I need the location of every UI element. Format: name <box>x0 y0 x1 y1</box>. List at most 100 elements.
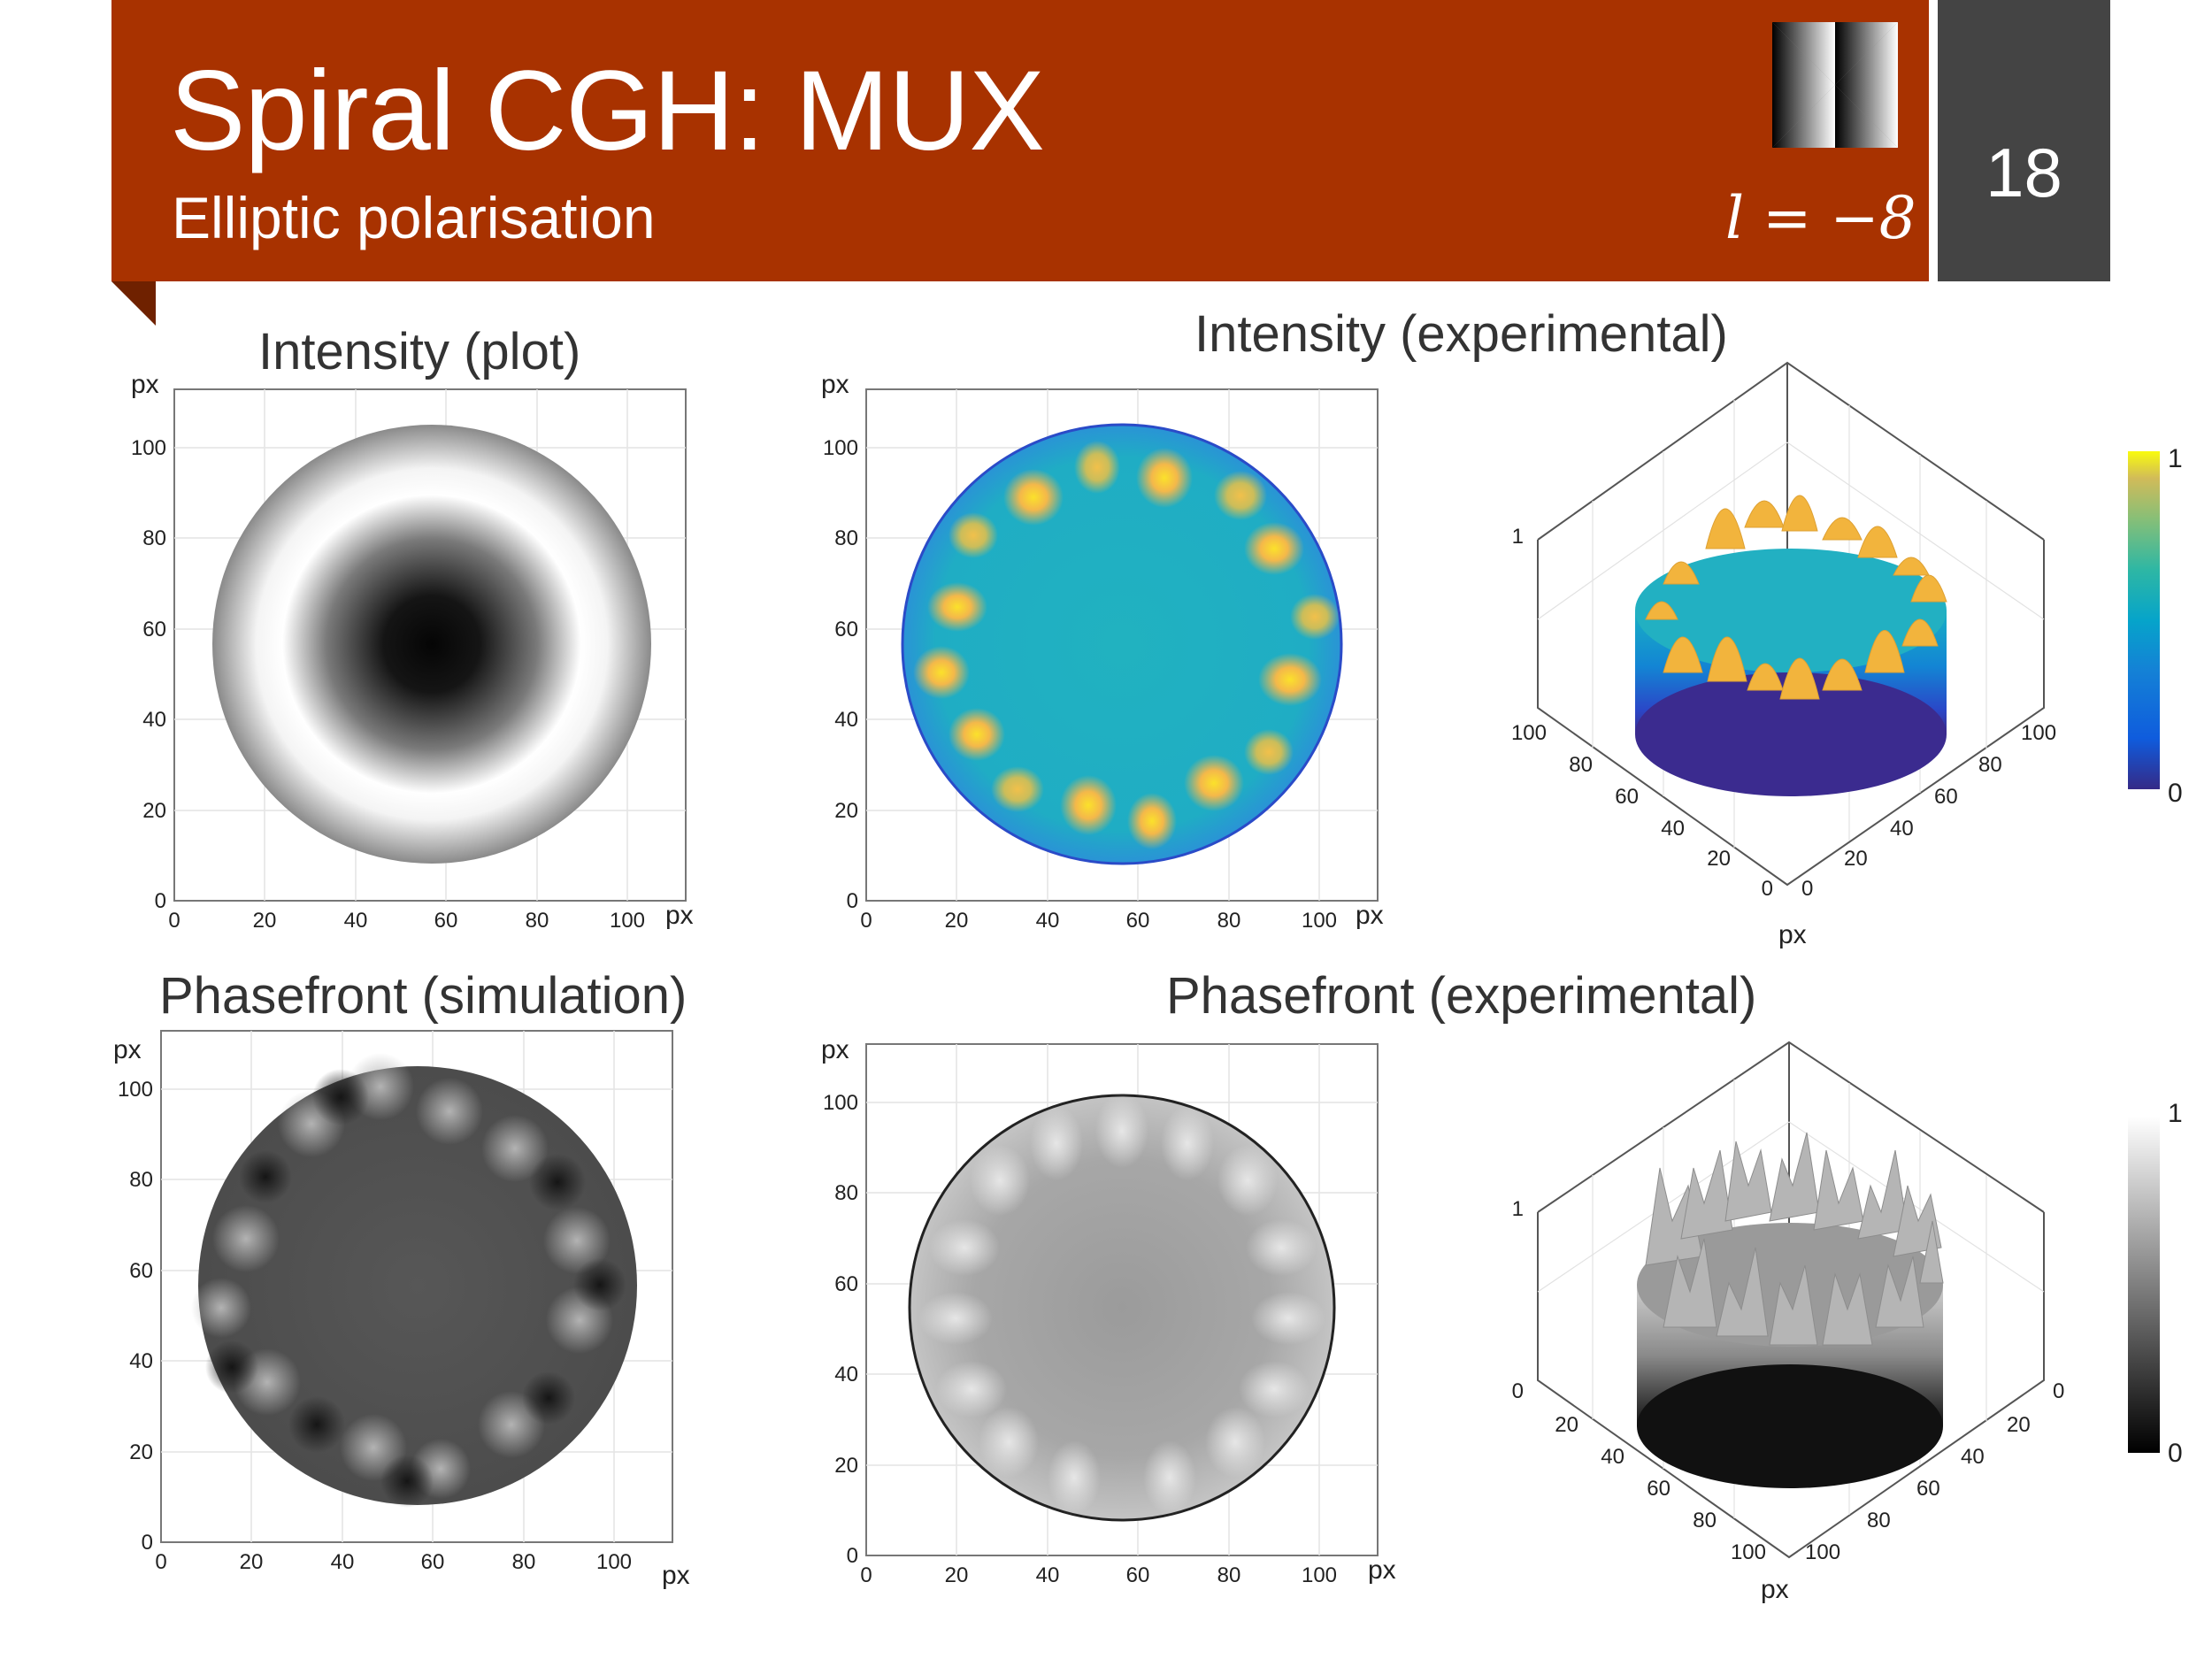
x-tick: 40 <box>1036 1563 1060 1587</box>
left-axis-tick: 80 <box>1569 753 1593 777</box>
y-tick: 40 <box>834 708 858 732</box>
gray-colorbar: 1 0 <box>2128 1099 2183 1468</box>
right-axis-tick: 80 <box>1867 1509 1891 1532</box>
x-tick: 100 <box>1302 1563 1337 1587</box>
page-number-box: 18 <box>1938 0 2110 281</box>
x-tick: 60 <box>434 909 458 933</box>
x-axis-unit: px <box>662 1561 690 1590</box>
phasefront-simulation-title: Phasefront (simulation) <box>159 967 687 1025</box>
x-tick: 0 <box>860 1563 872 1587</box>
x-tick: 80 <box>1217 1563 1241 1587</box>
x-tick: 100 <box>596 1550 632 1574</box>
phase-lobes <box>191 1053 626 1508</box>
x-tick: 60 <box>1126 909 1150 933</box>
x-tick: 100 <box>610 909 645 933</box>
x-tick: 80 <box>512 1550 536 1574</box>
y-tick: 20 <box>834 799 858 823</box>
left-axis-tick: 60 <box>1647 1477 1671 1501</box>
y-tick: 0 <box>155 889 166 913</box>
left-axis-tick: 60 <box>1615 785 1639 809</box>
x-axis-unit: px <box>665 901 694 930</box>
right-axis-tick: 60 <box>1934 785 1958 809</box>
y-tick: 100 <box>131 436 166 460</box>
slide-title: Spiral CGH: MUX <box>170 48 1045 174</box>
y-axis-unit: px <box>821 370 849 399</box>
left-axis-tick: 40 <box>1601 1445 1624 1469</box>
colorbar-max-label: 1 <box>2168 1099 2183 1128</box>
slide-subtitle: Elliptic polarisation <box>172 185 656 250</box>
y-tick: 0 <box>847 1544 858 1568</box>
intensity-plot-ring <box>212 425 651 864</box>
x-tick: 40 <box>1036 909 1060 933</box>
header-band <box>111 0 1929 281</box>
left-axis-tick: 40 <box>1661 817 1685 841</box>
intensity-plot-title: Intensity (plot) <box>258 323 581 380</box>
x-tick: 60 <box>421 1550 445 1574</box>
phasefront-simulation-axes: 0 20 40 60 80 100 0 20 40 60 80 100 px p… <box>113 1030 690 1590</box>
x-axis-unit: px <box>1356 901 1384 930</box>
x-tick: 20 <box>253 909 277 933</box>
colorbar-min-label: 0 <box>2168 779 2183 808</box>
y-tick: 100 <box>118 1078 153 1102</box>
y-tick: 60 <box>834 618 858 641</box>
x-tick: 0 <box>155 1550 166 1574</box>
right-axis-tick: 20 <box>1844 847 1868 871</box>
x-tick: 20 <box>945 909 969 933</box>
intensity-lobes <box>913 441 1340 849</box>
colorbar-min-label: 0 <box>2168 1439 2183 1468</box>
y-tick: 20 <box>129 1440 153 1464</box>
y-tick: 40 <box>834 1363 858 1386</box>
y-tick: 80 <box>834 1181 858 1205</box>
right-axis-tick: 60 <box>1916 1477 1940 1501</box>
y-tick: 80 <box>129 1168 153 1192</box>
surface-axis-unit: px <box>1778 920 1807 949</box>
phasefront-experimental-title: Phasefront (experimental) <box>1166 967 1757 1025</box>
x-axis-unit: px <box>1368 1555 1396 1585</box>
intensity-experimental-disk <box>901 423 1343 865</box>
intensity-experimental-axes: 0 20 40 60 80 100 0 20 40 60 80 100 px p… <box>821 370 1384 933</box>
x-tick: 0 <box>168 909 180 933</box>
phase-rays <box>918 1094 1325 1515</box>
intensity-plot-axes: 0 20 40 60 80 100 0 20 40 60 80 100 px p… <box>131 370 694 933</box>
phasefront-experimental-axes: 0 20 40 60 80 100 0 20 40 60 80 100 px p… <box>821 1035 1396 1587</box>
y-tick: 80 <box>142 526 166 550</box>
y-tick: 20 <box>142 799 166 823</box>
y-axis-unit: px <box>131 370 159 399</box>
parula-colorbar: 1 0 <box>2128 444 2183 808</box>
left-axis-tick: 0 <box>1512 1379 1524 1403</box>
left-axis-tick: 20 <box>1707 847 1731 871</box>
y-tick: 60 <box>142 618 166 641</box>
y-tick: 0 <box>142 1531 153 1555</box>
x-tick: 20 <box>240 1550 264 1574</box>
right-axis-tick: 0 <box>1801 877 1813 901</box>
y-axis-unit: px <box>113 1035 142 1064</box>
y-tick: 20 <box>834 1454 858 1478</box>
x-tick: 60 <box>1126 1563 1150 1587</box>
right-axis-tick: 20 <box>2007 1413 2031 1437</box>
right-axis-tick: 0 <box>2053 1379 2064 1403</box>
right-axis-tick: 40 <box>1890 817 1914 841</box>
intensity-surface-3d: 1 100 80 60 40 20 0 0 20 40 60 80 100 px <box>1511 361 2056 949</box>
phasefront-simulation-disk <box>198 1066 637 1505</box>
x-tick: 100 <box>1302 909 1337 933</box>
topological-charge-label: l = −8 <box>1725 184 1916 252</box>
x-tick: 20 <box>945 1563 969 1587</box>
y-tick: 60 <box>834 1272 858 1296</box>
x-tick: 40 <box>331 1550 355 1574</box>
page-number: 18 <box>1985 134 2062 211</box>
x-tick: 80 <box>526 909 549 933</box>
y-tick: 0 <box>847 889 858 913</box>
left-axis-tick: 100 <box>1731 1540 1766 1564</box>
right-axis-tick: 100 <box>2021 721 2056 745</box>
x-tick: 40 <box>344 909 368 933</box>
y-tick: 80 <box>834 526 858 550</box>
left-axis-tick: 80 <box>1693 1509 1717 1532</box>
header-fold <box>111 281 156 326</box>
phasefront-surface-3d: 1 0 20 40 60 80 100 100 80 60 40 20 0 px <box>1512 1041 2064 1604</box>
y-tick: 40 <box>142 708 166 732</box>
z-tick: 1 <box>1512 525 1524 549</box>
y-tick: 100 <box>823 1091 858 1115</box>
surface-axis-unit: px <box>1761 1575 1789 1604</box>
z-tick: 1 <box>1512 1197 1524 1221</box>
